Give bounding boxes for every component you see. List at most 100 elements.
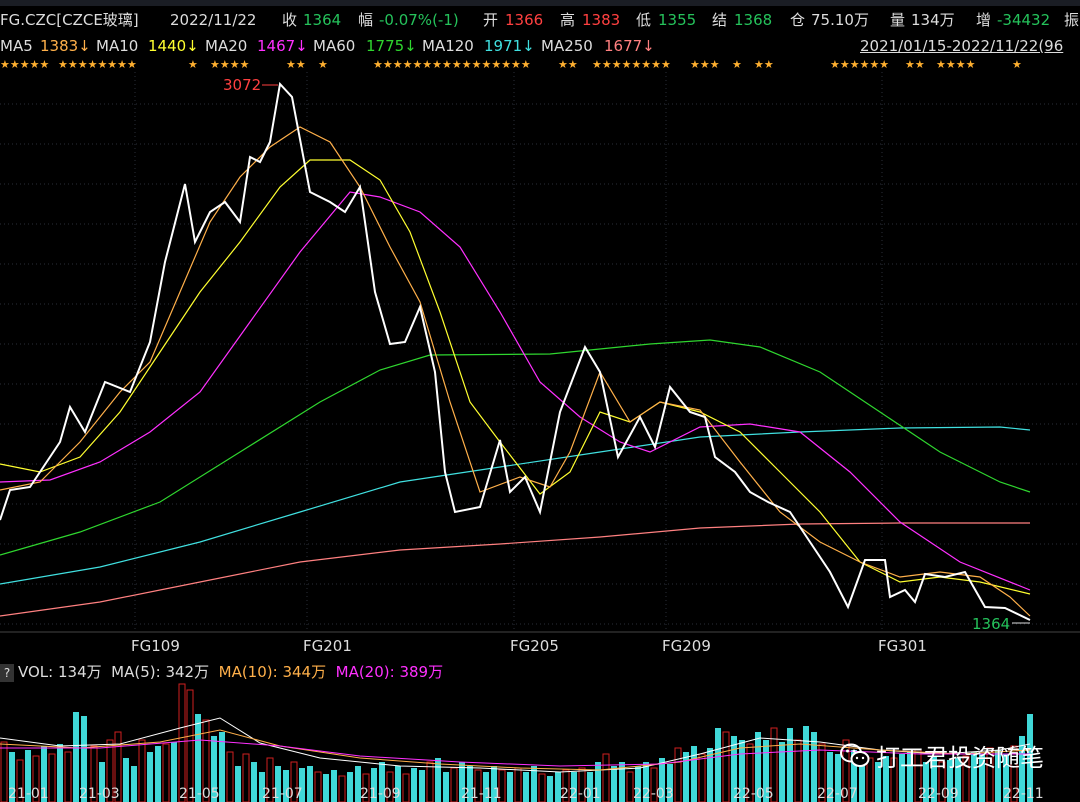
- volume-bar: [794, 739, 802, 802]
- volume-bar: [467, 766, 473, 802]
- signal-star: ★: [188, 58, 198, 71]
- volume-bar: [299, 768, 305, 802]
- volume-bar: [866, 757, 874, 802]
- volume-bar: [138, 739, 146, 802]
- signal-star: ★★: [558, 58, 578, 71]
- ma10-line: [0, 126, 1031, 617]
- volume-bar: [827, 752, 833, 802]
- volume-bar: [602, 753, 610, 802]
- volume-bar: [443, 772, 449, 802]
- ma-long-line: [0, 522, 1030, 617]
- signal-star: ★★★★★★: [830, 58, 890, 71]
- volume-bar: [202, 719, 210, 802]
- volume-bar: [722, 731, 730, 802]
- volume-bar: [626, 771, 634, 802]
- volume-bar: [314, 771, 322, 802]
- volume-bar: [106, 739, 114, 802]
- signal-star: ★★: [754, 58, 774, 71]
- signal-star: ★: [732, 58, 742, 71]
- oi-value: 75.10万: [811, 11, 869, 29]
- high-label: 高: [560, 11, 576, 29]
- volume-bar: [226, 751, 234, 802]
- volume-bar: [426, 761, 434, 802]
- ma5-value: 1383↓: [40, 37, 91, 55]
- vol-ma5-legend: MA(5): 342万: [111, 663, 210, 681]
- vol-ma10-line: [0, 729, 1031, 771]
- volume-bar: [698, 753, 706, 802]
- volume-bar: [411, 768, 417, 802]
- volume-bar: [483, 772, 489, 802]
- volume-bar: [643, 762, 649, 802]
- volume-bar: [746, 743, 754, 802]
- volume-bar: [386, 771, 394, 802]
- volume-bar: [763, 740, 769, 802]
- volume-bar: [1010, 745, 1018, 802]
- volume-bar: [851, 750, 857, 802]
- volume-bar: [211, 736, 217, 802]
- volume-bar: [883, 756, 889, 802]
- volume-bar: [914, 749, 922, 802]
- volume-chart[interactable]: [0, 658, 1080, 802]
- ma120-label: MA120: [422, 37, 474, 55]
- volume-bar: [323, 774, 329, 802]
- chart-markers: 3072 1364: [223, 76, 1030, 633]
- price-line: [0, 81, 1031, 621]
- settle-value: 1368: [734, 11, 773, 29]
- more-label: 振: [1064, 11, 1080, 29]
- volume-bar: [491, 766, 497, 802]
- volume-bar: [731, 736, 737, 802]
- date-label: 21-11: [461, 786, 502, 802]
- volume-bar: [538, 773, 546, 802]
- vol-ma20-legend: MA(20): 389万: [335, 663, 444, 681]
- volume-bar: [1027, 714, 1033, 802]
- volume-bar: [979, 754, 985, 802]
- date-label: 21-03: [79, 786, 120, 802]
- volume-bar: [123, 758, 129, 802]
- date-range[interactable]: 2021/01/15-2022/11/22(96: [860, 37, 1064, 55]
- volume-bar: [611, 766, 617, 802]
- volume-bar: [514, 767, 522, 802]
- ma120-value: 1971↓: [484, 37, 535, 55]
- volume-bar: [0, 741, 8, 802]
- volume-bar: [955, 758, 961, 802]
- date-label: 22-01: [560, 786, 601, 802]
- vol-ma20-line: [0, 739, 1030, 767]
- ma10-label: MA10: [96, 37, 139, 55]
- date-label: 21-01: [8, 786, 49, 802]
- volume-bar: [715, 728, 721, 802]
- ma250-value: 1677↓: [604, 37, 655, 55]
- volume-bar: [178, 683, 186, 802]
- volume-bar: [402, 773, 410, 802]
- volume-bar: [362, 773, 370, 802]
- volume-bar: [890, 757, 898, 802]
- volume-bar: [195, 714, 201, 802]
- volume-bar: [931, 756, 937, 802]
- ma5-label: MA5: [0, 37, 33, 55]
- signal-star: ★: [318, 58, 328, 71]
- date-label: 22-07: [817, 786, 858, 802]
- price-chart[interactable]: 3072 1364: [0, 72, 1080, 658]
- help-icon[interactable]: ?: [0, 664, 14, 682]
- volume-bar: [235, 766, 241, 802]
- volume-bar: [64, 751, 72, 802]
- wechat-icon: [840, 743, 870, 769]
- date-label: 22-03: [633, 786, 674, 802]
- volume-bar: [498, 769, 506, 802]
- contract-label-fg209: FG209: [662, 637, 711, 655]
- volume-bar: [147, 752, 153, 802]
- volume-bar: [355, 766, 361, 802]
- top-tab-strip[interactable]: [0, 0, 1080, 6]
- volume-bar: [131, 766, 137, 802]
- vol-label: 量: [890, 11, 906, 29]
- volume-bar: [9, 752, 15, 802]
- open-label: 开: [483, 11, 499, 29]
- signal-star: ★★★★★★★★: [58, 58, 137, 71]
- close-value: 1364: [303, 11, 342, 29]
- ma120-line: [0, 339, 1031, 556]
- date-label: 22-09: [918, 786, 959, 802]
- volume-bar: [338, 775, 346, 802]
- volume-bar: [835, 754, 841, 802]
- volume-bar: [379, 762, 385, 802]
- volume-bar: [474, 769, 482, 802]
- signal-star: ★★★★★★★★: [592, 58, 671, 71]
